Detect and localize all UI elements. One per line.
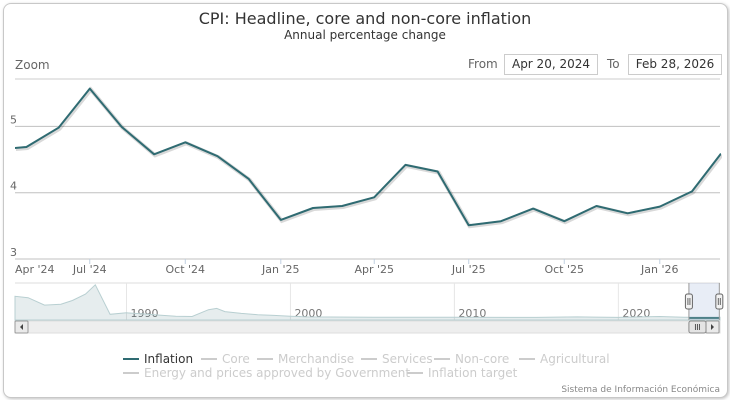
zoom-label: Zoom: [15, 58, 50, 72]
navigator-handle-right[interactable]: [715, 293, 724, 310]
legend-item-non-core[interactable]: Non-core: [434, 352, 509, 366]
x-tick-label: Apr '25: [354, 263, 394, 276]
legend-symbol: [201, 358, 217, 360]
scrollbar-thumb[interactable]: [688, 320, 707, 334]
legend-item-agricultural[interactable]: Agricultural: [519, 352, 610, 366]
legend-item-inflation-target[interactable]: Inflation target: [407, 366, 517, 380]
x-tick-label: Jul '24: [72, 263, 107, 276]
legend-label: Agricultural: [540, 352, 610, 366]
legend-item-services[interactable]: Services: [361, 352, 433, 366]
x-tick-label: Jan '25: [261, 263, 299, 276]
x-tick-label: Oct '25: [544, 263, 584, 276]
legend-symbol: [519, 358, 535, 360]
legend-label: Inflation: [144, 352, 194, 366]
legend-symbol: [361, 358, 377, 360]
scroll-right-button[interactable]: [705, 320, 720, 334]
arrow-right-icon: [711, 324, 714, 330]
navigator-background: [15, 283, 720, 320]
arrow-left-icon: [20, 324, 23, 330]
handle-body: [684, 293, 693, 310]
legend-symbol: [407, 372, 423, 374]
navigator-handle-left[interactable]: [684, 293, 693, 310]
scroll-left-button[interactable]: [14, 320, 29, 334]
credit-text: Sistema de Información Económica: [561, 385, 720, 395]
from-label: From: [468, 57, 498, 71]
legend-item-energy-and-prices-approved-by-government[interactable]: Energy and prices approved by Government: [123, 366, 410, 380]
from-date-input[interactable]: [504, 54, 598, 75]
legend-item-inflation[interactable]: Inflation: [123, 352, 193, 366]
handle-body: [715, 293, 724, 310]
legend-symbol: [257, 358, 273, 360]
x-tick-label: Jan '26: [640, 263, 678, 276]
legend-label: Services: [382, 352, 433, 366]
legend-label: Energy and prices approved by Government: [144, 366, 411, 380]
y-tick-label: 5: [10, 113, 17, 126]
legend-item-merchandise[interactable]: Merchandise: [257, 352, 354, 366]
to-label: To: [607, 57, 620, 71]
legend-symbol: [434, 358, 450, 360]
y-tick-label: 4: [10, 180, 17, 193]
y-tick-label: 3: [10, 246, 17, 259]
legend-label: Inflation target: [428, 366, 518, 380]
scrollbar-track: [14, 320, 721, 334]
series-line-inflation: [15, 87, 721, 227]
chart-subtitle: Annual percentage change: [284, 28, 446, 42]
chart-title: CPI: Headline, core and non-core inflati…: [198, 9, 532, 28]
x-tick-label: Oct '24: [166, 263, 206, 276]
navigator-selected-range: [688, 283, 720, 320]
legend-symbol: [123, 358, 139, 360]
legend-label: Core: [222, 352, 250, 366]
navigator-area: [14, 283, 721, 321]
legend-label: Merchandise: [278, 352, 355, 366]
legend-item-core[interactable]: Core: [201, 352, 250, 366]
navigator-tick-label: 2010: [458, 307, 486, 320]
legend-label: Non-core: [455, 352, 510, 366]
legend-symbol: [123, 372, 139, 374]
navigator-tick-label: 1990: [130, 307, 158, 320]
x-tick-label: Jul '25: [451, 263, 486, 276]
to-date-input[interactable]: [628, 54, 722, 75]
x-tick-label: Apr '24: [15, 263, 55, 276]
navigator-scrollbar[interactable]: [14, 320, 721, 334]
